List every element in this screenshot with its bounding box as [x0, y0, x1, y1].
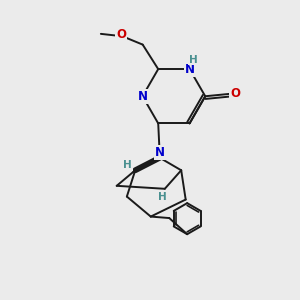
- Text: N: N: [137, 90, 148, 103]
- Text: O: O: [116, 28, 126, 41]
- Text: N: N: [184, 63, 195, 76]
- Text: H: H: [189, 55, 197, 64]
- Text: H: H: [123, 160, 132, 170]
- Text: N: N: [155, 146, 165, 159]
- Text: H: H: [158, 192, 167, 202]
- Text: O: O: [230, 87, 240, 101]
